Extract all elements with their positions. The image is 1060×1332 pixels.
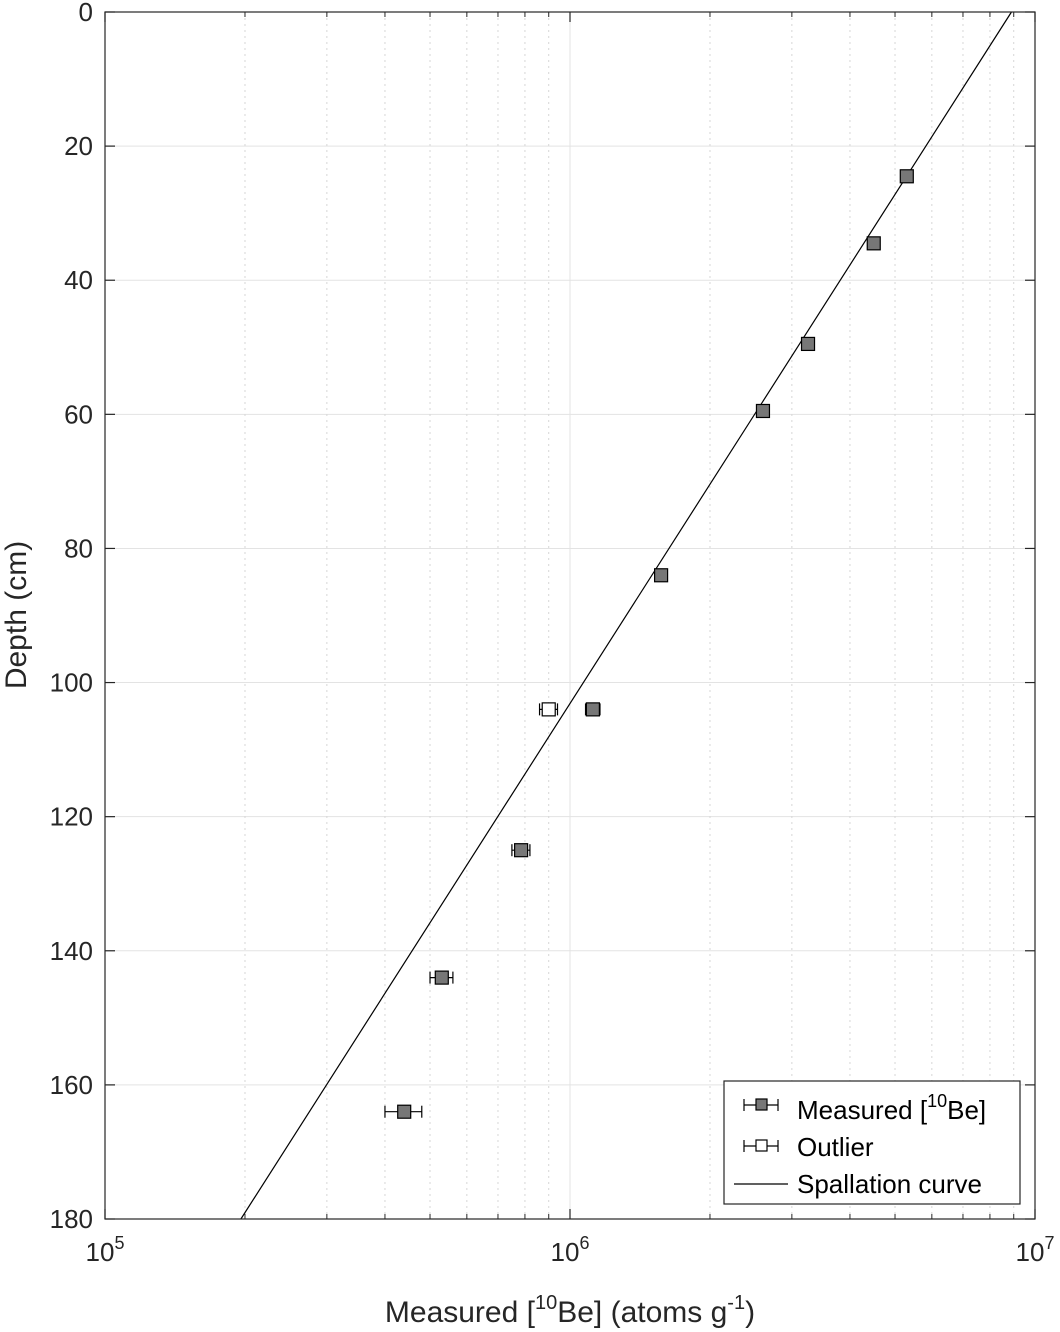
legend-label-measured: Measured [10Be] <box>797 1091 986 1125</box>
marker <box>514 843 529 858</box>
legend-item-measured: Measured [10Be] <box>743 1091 986 1125</box>
legend-marker-measured <box>755 1098 768 1111</box>
y-tick-label: 60 <box>64 399 93 429</box>
legend-label-spallation: Spallation curve <box>797 1169 982 1199</box>
measured-point <box>899 169 914 184</box>
legend-marker-outlier <box>755 1139 768 1152</box>
y-axis-title: Depth (cm) <box>0 541 33 689</box>
ticks <box>104 11 1036 1220</box>
x-axis-title: Measured [10Be] (atoms g-1) <box>385 1292 755 1329</box>
spallation-curve-line <box>240 11 1012 1220</box>
y-tick-label: 20 <box>64 131 93 161</box>
marker <box>800 336 816 352</box>
marker <box>899 169 914 184</box>
marker <box>397 1104 412 1119</box>
legend-item-outlier: Outlier <box>743 1132 874 1162</box>
legend: Measured [10Be] Outlier Spallation curve <box>723 1080 1021 1205</box>
spallation-curve <box>240 11 1012 1220</box>
y-tick-label: 160 <box>50 1070 93 1100</box>
measured-point <box>584 702 601 717</box>
measured-point <box>384 1104 423 1119</box>
y-tick-label: 180 <box>50 1204 93 1234</box>
y-tick-label: 40 <box>64 265 93 295</box>
x-tick-label: 107 <box>1016 1233 1055 1267</box>
y-tick-label: 140 <box>50 936 93 966</box>
measured-point <box>511 843 531 858</box>
y-tick-label: 80 <box>64 533 93 563</box>
marker <box>585 702 600 717</box>
outlier-point <box>538 702 559 717</box>
data-points <box>384 169 914 1119</box>
y-tick-label: 100 <box>50 668 93 698</box>
marker <box>755 403 771 419</box>
x-tick-label: 106 <box>551 1233 590 1267</box>
marker <box>434 970 449 985</box>
legend-label-outlier: Outlier <box>797 1132 874 1162</box>
marker <box>866 236 881 251</box>
measured-point <box>755 403 771 419</box>
measured-point <box>429 970 454 985</box>
marker <box>541 702 556 717</box>
measured-point <box>866 236 881 251</box>
measured-point <box>653 568 669 583</box>
marker <box>653 568 669 583</box>
legend-item-spallation-curve: Spallation curve <box>734 1169 982 1199</box>
measured-point <box>800 336 816 352</box>
x-tick-label: 105 <box>86 1233 125 1267</box>
y-tick-label: 120 <box>50 802 93 832</box>
y-tick-label: 0 <box>79 0 93 27</box>
